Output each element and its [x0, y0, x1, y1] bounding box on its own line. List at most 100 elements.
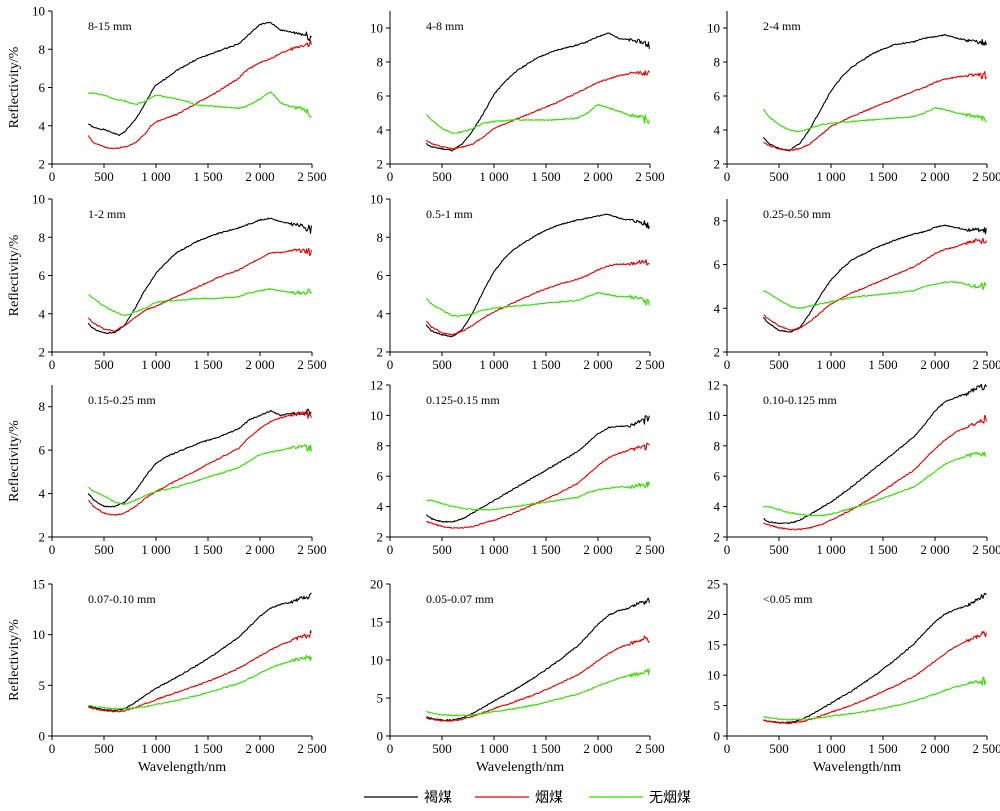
x-tick-label: 1 000: [141, 542, 170, 557]
series-line-bituminous: [88, 630, 312, 713]
y-tick-label: 4: [377, 123, 384, 138]
x-tick-label: 1 500: [531, 169, 560, 184]
panel-label: 0.05-0.07 mm: [426, 592, 494, 606]
x-tick-label: 0: [724, 542, 731, 557]
x-tick-label: 1 500: [868, 169, 897, 184]
x-tick-label: 2 000: [583, 542, 612, 557]
x-axis-title: Wavelength/nm: [138, 760, 226, 775]
panel: 0 500 1 000 1 500 2 000 2 500 2 4 6 8 10 4-8 mm: [370, 11, 665, 184]
series-line-lignite: [88, 592, 312, 712]
x-tick-label: 500: [432, 542, 452, 557]
y-tick-label: 2: [377, 157, 384, 172]
y-tick-label: 10: [370, 21, 383, 36]
x-tick-label: 1 500: [868, 357, 897, 372]
y-tick-label: 6: [714, 89, 721, 104]
series-line-anthracite: [88, 287, 312, 317]
series-line-lignite: [87, 408, 312, 508]
panel-label: 0.10-0.125 mm: [763, 393, 837, 407]
x-tick-label: 0: [49, 741, 56, 756]
y-tick-label: 4: [714, 301, 721, 316]
y-tick-label: 6: [39, 443, 46, 458]
y-tick-label: 8: [39, 42, 46, 57]
y-tick-label: 8: [377, 230, 384, 245]
x-tick-label: 2 000: [920, 357, 949, 372]
y-tick-label: 10: [707, 668, 720, 683]
x-tick-label: 1 000: [141, 169, 170, 184]
x-tick-label: 1 000: [141, 357, 170, 372]
panel-label: 1-2 mm: [88, 207, 126, 221]
series-line-lignite: [425, 32, 650, 152]
y-tick-label: 8: [714, 213, 721, 228]
axes: 0 500 1 000 1 500 2 000 2 500 2 4 6 8 10 12: [707, 378, 1000, 558]
series-line-bituminous: [87, 247, 312, 332]
x-tick-label: 2 500: [297, 357, 326, 372]
x-tick-label: 2 500: [297, 169, 326, 184]
y-tick-label: 5: [714, 698, 721, 713]
y-tick-label: 2: [39, 345, 46, 360]
series-line-anthracite: [762, 107, 987, 133]
axes: 0 500 1 000 1 500 2 000 2 500 2 4 6 8 10: [707, 11, 1000, 184]
x-tick-label: 2 500: [635, 542, 664, 557]
series-line-lignite: [87, 217, 312, 335]
y-tick-label: 25: [707, 577, 720, 592]
y-tick-label: 6: [39, 268, 46, 283]
series-line-bituminous: [763, 71, 987, 152]
x-tick-label: 1 000: [479, 357, 508, 372]
y-tick-label: 2: [714, 345, 721, 360]
x-tick-label: 2 500: [972, 741, 1000, 756]
x-tick-label: 2 000: [920, 741, 949, 756]
series-line-anthracite: [426, 103, 650, 134]
x-tick-label: 500: [769, 357, 789, 372]
x-tick-label: 500: [432, 357, 452, 372]
y-tick-label: 2: [714, 157, 721, 172]
legend-label-anthracite: 无烟煤: [649, 790, 691, 806]
series-line-anthracite: [87, 91, 312, 118]
y-axis-title: Reflectivity/%: [7, 234, 22, 316]
x-tick-label: 1 500: [868, 741, 897, 756]
x-tick-label: 1 000: [816, 169, 845, 184]
series-line-bituminous: [426, 259, 650, 336]
panel-label: <0.05 mm: [763, 592, 813, 606]
panel-label: 0.15-0.25 mm: [88, 393, 156, 407]
y-tick-label: 6: [39, 80, 46, 95]
x-tick-label: 2 500: [635, 357, 664, 372]
x-tick-label: 2 000: [583, 357, 612, 372]
y-tick-label: 8: [714, 55, 721, 70]
x-tick-label: 2 000: [245, 542, 274, 557]
y-tick-label: 10: [32, 4, 45, 19]
x-tick-label: 500: [94, 542, 114, 557]
panel-label: 0.07-0.10 mm: [88, 592, 156, 606]
series-line-bituminous: [426, 635, 650, 722]
axes: 0 500 1 000 1 500 2 000 2 500 2 4 6 8 10 12: [370, 378, 665, 558]
y-tick-label: 6: [377, 469, 384, 484]
x-tick-label: 1 500: [531, 741, 560, 756]
y-tick-label: 2: [39, 157, 46, 172]
panel-label: 0.5-1 mm: [426, 207, 473, 221]
y-tick-label: 10: [32, 627, 45, 642]
series-line-lignite: [88, 21, 312, 137]
axes: 0 500 1 000 1 500 2 000 2 500 2 4 6 8 10: [32, 192, 327, 373]
x-tick-label: 0: [49, 169, 56, 184]
y-tick-label: 2: [39, 530, 46, 545]
series-line-lignite: [426, 415, 650, 523]
y-tick-label: 6: [714, 257, 721, 272]
series-line-bituminous: [763, 414, 987, 531]
series-line-anthracite: [763, 451, 987, 517]
y-axis-title: Reflectivity/%: [7, 46, 22, 128]
y-tick-label: 10: [370, 192, 383, 207]
panel: 0 500 1 000 1 500 2 000 2 500 2 4 6 8 0.25-0.50 mm: [714, 199, 1000, 372]
y-tick-label: 10: [370, 653, 383, 668]
x-tick-label: 0: [387, 542, 394, 557]
x-tick-label: 2 500: [297, 542, 326, 557]
y-tick-label: 15: [707, 637, 720, 652]
series-line-anthracite: [88, 444, 312, 506]
y-tick-label: 15: [370, 615, 383, 630]
axes: 0 500 1 000 1 500 2 000 2 500 0 5 10 15 20 25: [707, 577, 1000, 757]
y-tick-label: 6: [377, 89, 384, 104]
x-tick-label: 1 500: [193, 542, 222, 557]
legend: 褐煤 烟煤 无烟煤: [364, 790, 691, 806]
x-tick-label: 500: [94, 169, 114, 184]
x-axis-title: Wavelength/nm: [476, 760, 564, 775]
x-tick-label: 500: [432, 741, 452, 756]
x-tick-label: 500: [769, 741, 789, 756]
